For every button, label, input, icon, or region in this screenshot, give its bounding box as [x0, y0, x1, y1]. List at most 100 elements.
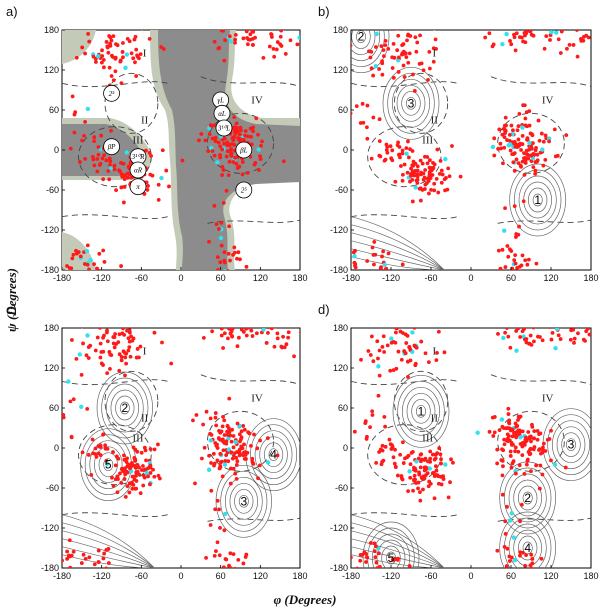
data-point	[440, 172, 445, 177]
data-point	[229, 329, 234, 334]
data-point	[222, 418, 227, 423]
data-point	[41, 122, 45, 126]
data-point	[379, 14, 383, 18]
x-tick-label: -120	[93, 571, 111, 581]
x-tick-label: -60	[424, 273, 437, 283]
data-point	[244, 30, 249, 34]
data-point	[66, 379, 71, 384]
data-point	[226, 142, 231, 147]
data-point	[134, 47, 139, 52]
minimum-label: 5	[105, 458, 112, 472]
data-point	[529, 32, 534, 37]
minimum-label: 1	[418, 404, 425, 418]
data-point	[535, 158, 540, 163]
data-point	[228, 39, 234, 44]
data-point	[377, 139, 382, 143]
data-point	[399, 476, 404, 481]
data-point	[275, 336, 280, 341]
data-point	[414, 459, 419, 464]
data-point	[579, 38, 584, 43]
contour-line	[263, 442, 284, 468]
data-point	[223, 458, 228, 463]
data-point	[98, 328, 102, 330]
x-tick-label: 120	[543, 571, 558, 581]
data-point	[500, 473, 505, 478]
data-point	[520, 453, 525, 458]
data-point	[418, 198, 423, 203]
data-point	[541, 441, 546, 446]
data-point	[513, 261, 518, 266]
data-point	[509, 42, 514, 47]
data-point	[88, 343, 93, 348]
data-point	[266, 328, 271, 330]
data-point	[278, 34, 283, 39]
data-point	[414, 49, 419, 54]
data-point	[369, 334, 374, 339]
data-point	[509, 249, 514, 253]
data-point	[115, 24, 119, 28]
data-point	[243, 555, 248, 559]
data-point	[439, 180, 444, 185]
data-point	[526, 156, 531, 161]
data-point	[502, 442, 507, 447]
data-point	[417, 62, 422, 66]
conformation-label: 3¹⁰L	[217, 125, 230, 133]
contour-line	[351, 30, 385, 68]
data-point	[92, 139, 97, 144]
data-point	[512, 168, 517, 173]
data-point	[217, 428, 221, 433]
data-point	[445, 187, 450, 192]
data-point	[529, 439, 533, 444]
region-label: I	[143, 48, 147, 60]
data-point	[220, 147, 225, 152]
data-point	[275, 331, 280, 336]
data-point	[250, 36, 255, 41]
data-point	[519, 502, 524, 507]
data-point	[71, 252, 76, 257]
contour-line	[238, 494, 249, 508]
contour-line	[119, 401, 130, 415]
data-point	[74, 55, 79, 60]
data-point	[218, 452, 223, 456]
data-point	[258, 438, 263, 443]
data-point	[415, 164, 420, 169]
data-point	[402, 349, 407, 353]
data-point	[213, 411, 218, 415]
data-point	[518, 553, 522, 558]
data-point	[418, 33, 422, 38]
data-point	[278, 42, 283, 47]
data-point	[125, 36, 130, 41]
data-point	[83, 119, 87, 124]
data-point	[400, 148, 405, 153]
data-point	[152, 474, 157, 479]
data-point	[567, 20, 571, 24]
data-point	[503, 115, 508, 120]
minimum-label: 4	[270, 448, 277, 462]
data-point	[416, 456, 421, 461]
data-point	[133, 60, 137, 65]
data-point	[389, 156, 394, 161]
data-point	[218, 260, 223, 265]
data-point	[506, 420, 511, 425]
data-point	[548, 38, 552, 42]
data-point	[395, 48, 400, 53]
data-point	[116, 477, 120, 481]
data-point	[222, 136, 227, 141]
data-point	[401, 461, 406, 465]
region-boundary	[62, 512, 168, 518]
data-point	[503, 531, 508, 536]
data-point	[411, 488, 415, 493]
data-point	[394, 330, 398, 335]
region-ellipse	[367, 126, 442, 188]
data-point	[138, 52, 143, 57]
data-point	[371, 115, 376, 120]
data-point	[229, 439, 234, 444]
data-point	[224, 154, 229, 159]
data-point	[283, 52, 288, 56]
data-point	[525, 136, 530, 141]
data-point	[425, 161, 430, 166]
data-point	[572, 340, 576, 345]
data-point	[502, 437, 507, 442]
data-point	[117, 332, 122, 337]
contour-line	[351, 216, 445, 270]
